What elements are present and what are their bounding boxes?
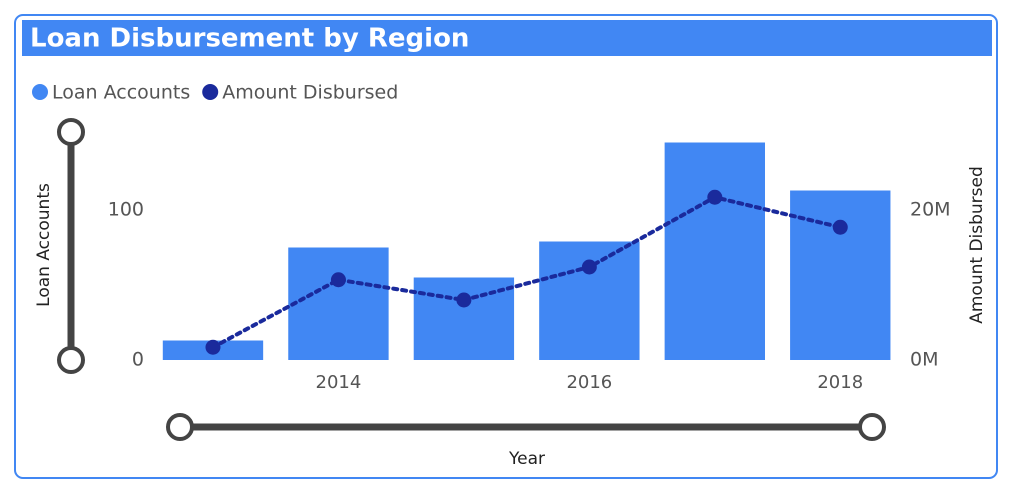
y-tick-label: 0	[132, 349, 144, 371]
x-tick-label: 2014	[316, 372, 362, 393]
point	[707, 189, 723, 205]
y-tick-label: 100	[108, 199, 144, 221]
legend-label[interactable]: Loan Accounts	[52, 82, 190, 104]
bar	[790, 190, 891, 360]
x-axis-title: Year	[508, 449, 545, 469]
point	[832, 219, 848, 235]
bar	[288, 247, 389, 360]
slider-handle[interactable]	[858, 413, 886, 441]
y-axis-title: Loan Accounts	[34, 183, 54, 307]
legend-marker	[32, 84, 48, 100]
legend-label[interactable]: Amount Disbursed	[222, 82, 398, 104]
point	[581, 259, 597, 275]
bar	[539, 241, 640, 360]
legend-marker	[202, 84, 219, 100]
y2-axis-title: Amount Disbursed	[967, 166, 987, 324]
slider-handle[interactable]	[57, 118, 85, 146]
frame	[14, 14, 998, 479]
x-tick-label: 2016	[566, 372, 612, 393]
y2-tick-label: 20M	[910, 199, 951, 221]
line	[210, 195, 843, 350]
title-bar	[22, 20, 992, 56]
chart-title: Loan Disbursement by Region	[30, 24, 469, 54]
y2-tick-label: 0M	[910, 349, 938, 371]
point	[205, 339, 221, 355]
point	[456, 292, 472, 308]
x-tick-label: 2018	[817, 372, 863, 393]
slider-handle[interactable]	[166, 413, 194, 441]
point	[330, 272, 346, 288]
slider-handle[interactable]	[57, 346, 85, 374]
bar	[664, 142, 765, 360]
